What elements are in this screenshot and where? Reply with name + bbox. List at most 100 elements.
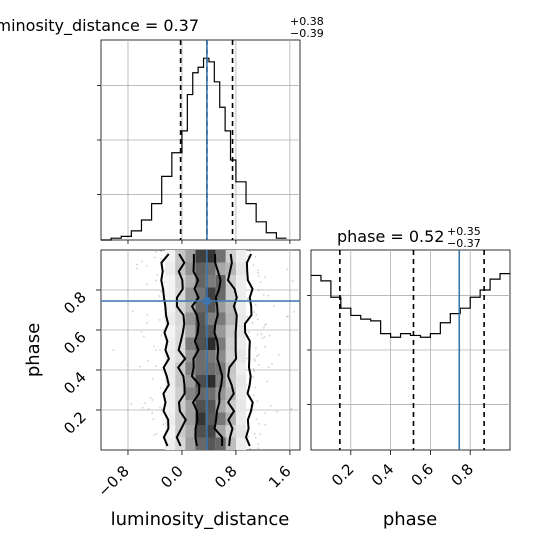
sample-point	[252, 376, 255, 379]
density-cell	[215, 412, 226, 425]
contour-right-level-2	[226, 253, 238, 447]
sample-point	[257, 443, 260, 445]
contour-right-level-3	[213, 253, 224, 447]
density-cell	[185, 437, 196, 450]
density-cell	[225, 412, 236, 425]
sample-point	[146, 313, 149, 316]
sample-point	[262, 293, 265, 296]
sample-point	[159, 386, 162, 389]
sample-point	[159, 349, 161, 352]
density-cell	[215, 312, 226, 325]
sample-point	[146, 322, 149, 324]
y-tick-label: 0.6	[60, 328, 90, 358]
density-cell	[195, 375, 206, 388]
sample-point	[258, 275, 260, 278]
density-cell	[225, 325, 236, 338]
density-cell	[235, 412, 247, 425]
sample-point	[145, 264, 148, 267]
sample-point	[146, 283, 149, 286]
density-cell	[235, 337, 247, 350]
sample-point	[291, 280, 294, 282]
density-cell	[225, 300, 236, 313]
sample-point	[138, 365, 141, 368]
density-cell	[215, 387, 226, 400]
density-cell	[235, 287, 247, 300]
sample-point	[158, 319, 161, 321]
density-cell	[165, 300, 176, 313]
density-cell	[165, 337, 176, 350]
truth-marker	[203, 297, 211, 305]
sample-point	[246, 315, 248, 318]
x-tick-label: 0.8	[211, 462, 241, 492]
density-cell	[225, 275, 236, 288]
sample-point	[266, 380, 269, 383]
density-cell	[165, 437, 176, 450]
sample-point	[253, 370, 256, 373]
sample-point	[146, 359, 149, 362]
density-cell	[195, 350, 206, 363]
sample-point	[257, 269, 259, 272]
density-cell	[175, 312, 186, 325]
sample-point	[260, 333, 263, 335]
ld-marginal-histogram	[97, 40, 300, 241]
contour-right-level-1	[243, 253, 254, 447]
density-cell	[235, 425, 247, 438]
density-cell	[165, 350, 176, 363]
density-cell	[205, 250, 216, 263]
density-cell	[205, 337, 216, 350]
sample-point	[163, 316, 166, 319]
sample-point	[271, 362, 273, 365]
density-cell	[215, 400, 226, 413]
sample-point	[131, 310, 134, 313]
density-cell	[185, 312, 196, 325]
density-cell	[175, 275, 186, 288]
density-cell	[165, 362, 176, 375]
x-tick-label: −0.8	[94, 462, 132, 500]
sample-point	[155, 432, 158, 435]
density-cell	[185, 287, 196, 300]
density-cell	[195, 400, 206, 413]
density-cell	[165, 387, 176, 400]
sample-point	[267, 294, 270, 297]
sample-point	[255, 418, 258, 421]
x-tick-label: 0.0	[157, 462, 187, 492]
density-cell	[205, 362, 216, 375]
density-cell	[215, 425, 226, 438]
density-cell	[205, 325, 216, 338]
sample-point	[127, 364, 129, 366]
sample-point	[155, 349, 158, 352]
sample-point	[153, 345, 156, 348]
histogram-step-line	[311, 273, 510, 338]
density-cell	[205, 287, 216, 300]
sample-point	[257, 363, 260, 366]
density-cell	[235, 325, 247, 338]
sample-point	[255, 347, 257, 350]
density-cell	[205, 412, 216, 425]
sample-point	[151, 412, 154, 414]
sample-point	[249, 447, 251, 450]
sample-point	[141, 260, 144, 263]
density-cell	[185, 337, 196, 350]
density-cell	[205, 400, 216, 413]
density-cell	[235, 300, 247, 313]
density-cell	[195, 412, 206, 425]
density-cell	[225, 362, 236, 375]
y-axis-label-phase: phase	[23, 323, 44, 377]
sample-point	[141, 406, 144, 409]
density-cell	[185, 400, 196, 413]
density-cell	[235, 437, 247, 450]
sample-point	[293, 310, 295, 313]
density-cell	[165, 412, 176, 425]
x-tick-label: 0.2	[328, 460, 358, 490]
density-cell	[185, 325, 196, 338]
sample-point	[256, 355, 258, 357]
density-cell	[235, 312, 247, 325]
density-cell	[205, 312, 216, 325]
density-cell	[195, 275, 206, 288]
sample-point	[267, 366, 270, 369]
density-cell	[185, 275, 196, 288]
density-cell	[235, 275, 247, 288]
sample-point	[257, 422, 260, 425]
sample-point	[129, 448, 132, 450]
